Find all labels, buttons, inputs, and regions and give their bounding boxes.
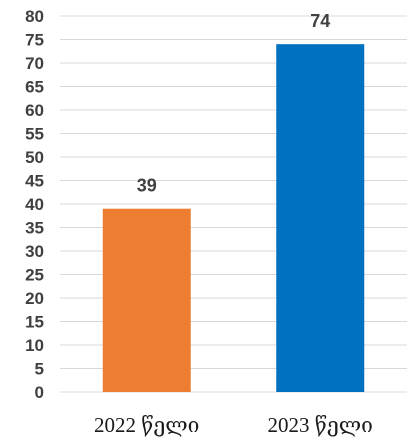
y-tick-label: 30 [25,242,44,261]
y-tick-label: 0 [35,383,44,402]
y-tick-label: 75 [25,31,44,50]
y-tick-label: 35 [25,219,44,238]
x-tick-label: 2023 წელი [268,413,373,437]
y-tick-label: 55 [25,125,44,144]
y-tick-label: 5 [35,360,44,379]
y-tick-label: 40 [25,195,44,214]
y-tick-label: 20 [25,289,44,308]
y-tick-label: 60 [25,101,44,120]
y-axis-ticks: 0 5 10 15 20 25 30 35 40 45 50 55 60 65 70 75 80 [25,7,44,402]
y-tick-label: 25 [25,266,44,285]
x-axis-ticks: 2022 წელი 2023 წელი [94,413,373,437]
y-tick-label: 10 [25,336,44,355]
y-tick-label: 70 [25,54,44,73]
y-tick-label: 15 [25,313,44,332]
y-tick-label: 65 [25,78,44,97]
y-tick-label: 45 [25,172,44,191]
x-tick-label: 2022 წელი [94,413,199,437]
data-label: 39 [137,176,157,196]
bar [102,208,191,392]
data-labels: 39 74 [137,11,331,196]
y-tick-label: 80 [25,7,44,26]
y-tick-label: 50 [25,148,44,167]
bar [276,44,365,392]
data-label: 74 [310,11,330,31]
bars [102,44,365,392]
